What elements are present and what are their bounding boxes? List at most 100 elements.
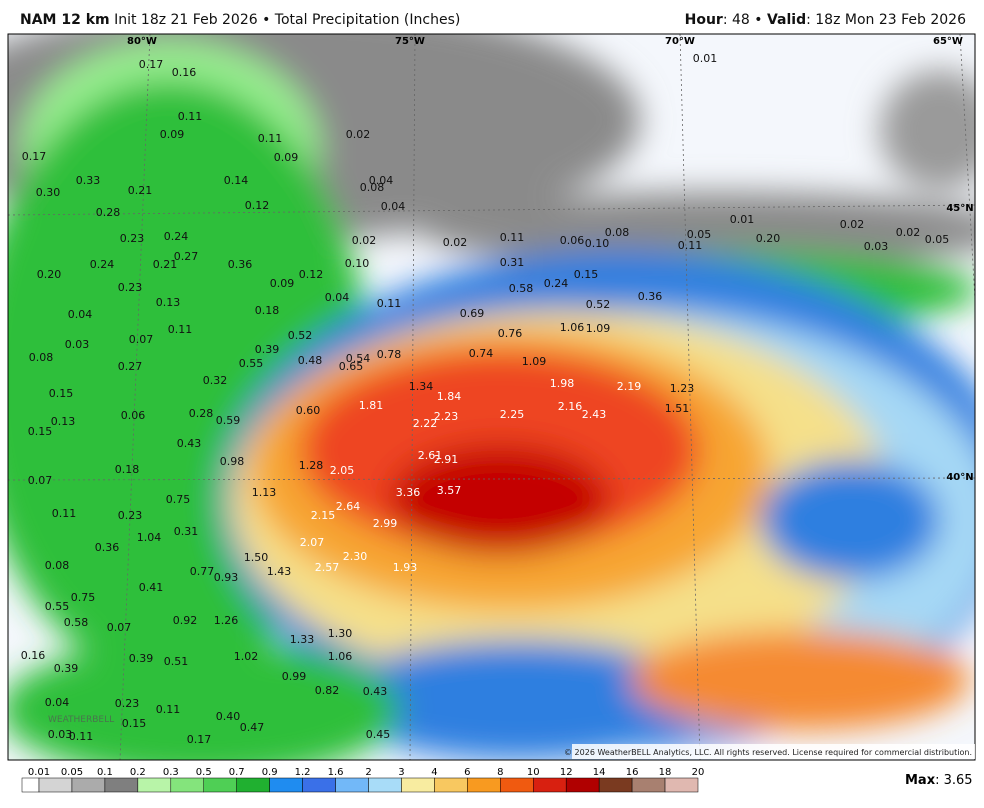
precip-value: 0.04 — [325, 291, 350, 304]
legend-swatch — [500, 777, 534, 793]
precip-value: 2.22 — [413, 417, 438, 430]
precip-value: 0.10 — [585, 237, 610, 250]
legend-swatch — [335, 777, 369, 793]
precip-value: 0.55 — [45, 600, 70, 613]
precip-value: 0.45 — [366, 728, 391, 741]
precip-value: 0.11 — [69, 730, 94, 743]
precip-value: 0.28 — [189, 407, 214, 420]
legend-tick: 10 — [527, 767, 540, 778]
precip-value: 1.33 — [290, 633, 315, 646]
precip-value: 0.08 — [45, 559, 70, 572]
precip-value: 0.08 — [605, 226, 630, 239]
legend-tick: 0.9 — [262, 767, 278, 778]
precip-value: 0.04 — [45, 696, 70, 709]
legend-tick: 0.05 — [61, 767, 83, 778]
precip-value: 1.06 — [328, 650, 353, 663]
precip-value: 0.10 — [345, 257, 370, 270]
precip-value: 1.09 — [522, 355, 547, 368]
precip-value: 0.06 — [560, 234, 585, 247]
lat-label: 40°N — [946, 472, 973, 483]
precip-value: 0.74 — [469, 347, 494, 360]
precip-value: 0.75 — [71, 591, 96, 604]
precip-value: 1.23 — [670, 382, 695, 395]
precip-value: 0.27 — [174, 250, 199, 263]
legend-tick: 18 — [659, 767, 672, 778]
precip-value: 0.78 — [377, 348, 402, 361]
legend-swatch — [269, 777, 303, 793]
legend-swatch — [302, 777, 336, 793]
precip-value: 0.16 — [21, 649, 46, 662]
precip-value: 0.05 — [687, 228, 712, 241]
legend-tick: 1.6 — [328, 767, 344, 778]
precip-value: 1.28 — [299, 459, 324, 472]
precip-value: 0.17 — [22, 150, 47, 163]
precip-value: 0.98 — [220, 455, 245, 468]
precip-value: 0.41 — [139, 581, 164, 594]
color-legend: 0.01 0.05 0.1 0.2 0.3 0.5 0.7 0.9 1.2 1.6 2 3 4 6 8 10 1… — [21, 767, 704, 793]
legend-tick: 6 — [464, 767, 470, 778]
precip-value: 2.16 — [558, 400, 583, 413]
precip-value: 0.33 — [76, 174, 101, 187]
precip-value: 0.11 — [500, 231, 525, 244]
precip-value: 0.69 — [460, 307, 485, 320]
precip-value: 0.23 — [118, 509, 143, 522]
precip-value: 0.11 — [52, 507, 77, 520]
precip-value: 1.81 — [359, 399, 384, 412]
precip-value: 0.07 — [129, 333, 154, 346]
precip-value: 0.28 — [96, 206, 121, 219]
precip-value: 0.13 — [51, 415, 76, 428]
precip-value: 1.02 — [234, 650, 259, 663]
precip-value: 0.43 — [363, 685, 388, 698]
precip-value: 0.55 — [239, 357, 264, 370]
precip-value: 0.93 — [214, 571, 239, 584]
precip-value: 0.02 — [352, 234, 377, 247]
precip-value: 0.05 — [925, 233, 950, 246]
precip-value: 0.11 — [178, 110, 203, 123]
precip-value: 0.82 — [315, 684, 340, 697]
precip-value: 0.11 — [678, 239, 703, 252]
precip-value: 0.52 — [586, 298, 611, 311]
precip-value: 2.07 — [300, 536, 325, 549]
precip-value: 2.43 — [582, 408, 607, 421]
precip-value: 0.04 — [369, 174, 394, 187]
precip-value: 0.11 — [156, 703, 181, 716]
header-left: NAM 12 km Init 18z 21 Feb 2026 • Total P… — [20, 12, 460, 28]
precip-value: 0.11 — [258, 132, 283, 145]
precip-value: 1.26 — [214, 614, 239, 627]
precip-value: 0.15 — [574, 268, 599, 281]
watermark: WEATHERBELL — [48, 715, 114, 725]
model: NAM 12 km — [20, 12, 110, 28]
legend-tick: 0.5 — [196, 767, 212, 778]
lon-label: 65°W — [933, 36, 963, 47]
precip-value: 2.64 — [336, 500, 361, 513]
precip-value: 0.01 — [693, 52, 718, 65]
precip-value: 1.13 — [252, 486, 277, 499]
precip-value: 0.24 — [90, 258, 115, 271]
hour-label: Hour — [684, 12, 723, 28]
precip-value: 0.04 — [68, 308, 93, 321]
precip-value: 3.36 — [396, 486, 421, 499]
precip-value: 0.77 — [190, 565, 215, 578]
precip-field — [8, 34, 975, 760]
precip-value: 0.18 — [115, 463, 140, 476]
header-right: Hour: 48 • Valid: 18z Mon 23 Feb 2026 — [685, 12, 966, 28]
legend-tick: 1.2 — [295, 767, 311, 778]
lat-label: 45°N — [946, 203, 973, 214]
legend-tick: 3 — [398, 767, 404, 778]
precip-value: 2.99 — [373, 517, 398, 530]
precip-value: 0.14 — [224, 174, 249, 187]
precip-value: 0.09 — [160, 128, 185, 141]
precip-value: 2.57 — [315, 561, 340, 574]
legend-tick: 2 — [365, 767, 371, 778]
precip-value: 0.20 — [37, 268, 62, 281]
precip-value: 0.20 — [756, 232, 781, 245]
precip-value: 0.13 — [156, 296, 181, 309]
precip-value: 1.93 — [393, 561, 418, 574]
precip-value: 0.24 — [544, 277, 569, 290]
precip-value: 1.06 — [560, 321, 585, 334]
legend-swatch — [565, 777, 600, 793]
precip-value: 0.01 — [730, 213, 755, 226]
precip-value: 0.30 — [36, 186, 61, 199]
precip-value: 0.31 — [500, 256, 525, 269]
